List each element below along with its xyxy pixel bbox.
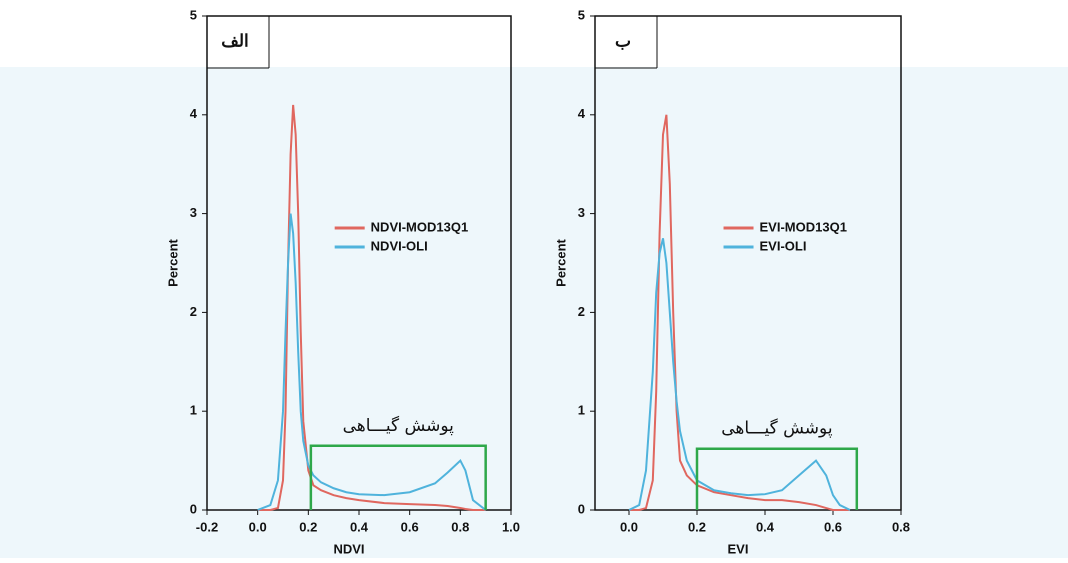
annotation-text: پوشش گیـــاهی [721,418,833,439]
legend-label: EVI-OLI [760,238,807,253]
annotation-text: پوشش گیـــاهی [343,415,455,436]
x-tick-label: 0.2 [688,519,706,534]
annotation-bracket [309,444,487,510]
y-tick-label: 0 [190,501,197,516]
x-tick-label: 0.8 [451,519,469,534]
annotation-bracket [695,447,859,510]
y-tick-label: 2 [190,304,197,319]
x-axis-label: NDVI [333,541,364,556]
series-line [628,238,851,511]
x-tick-label: 0.2 [299,519,317,534]
y-tick-label: 3 [578,205,585,220]
panel-label: الف [221,31,249,50]
x-tick-label: 0.8 [892,519,910,534]
y-tick-label: 4 [190,106,198,121]
x-tick-label: 0.0 [249,519,267,534]
x-tick-label: 0.4 [350,519,369,534]
x-tick-label: 0.4 [756,519,775,534]
x-tick-label: 0.6 [401,519,419,534]
legend-label: NDVI-OLI [371,238,428,253]
panel-label: ب [615,31,631,50]
x-axis-label: EVI [728,541,749,556]
y-tick-label: 4 [578,106,586,121]
y-tick-label: 1 [578,403,585,418]
background-band [0,67,1068,558]
y-tick-label: 1 [190,403,197,418]
y-tick-label: 0 [578,501,585,516]
series-line [629,114,850,511]
y-axis-label: Percent [165,238,180,286]
x-tick-label: 0.0 [620,519,638,534]
y-axis-label: Percent [553,238,568,286]
y-tick-label: 2 [578,304,585,319]
plot-area [594,15,902,511]
x-tick-label: 1.0 [502,519,520,534]
legend-label: NDVI-MOD13Q1 [371,219,469,234]
y-tick-label: 3 [190,205,197,220]
y-tick-label: 5 [190,7,197,22]
y-tick-label: 5 [578,7,585,22]
legend-label: EVI-MOD13Q1 [760,219,847,234]
x-tick-label: -0.2 [196,519,218,534]
x-tick-label: 0.6 [824,519,842,534]
